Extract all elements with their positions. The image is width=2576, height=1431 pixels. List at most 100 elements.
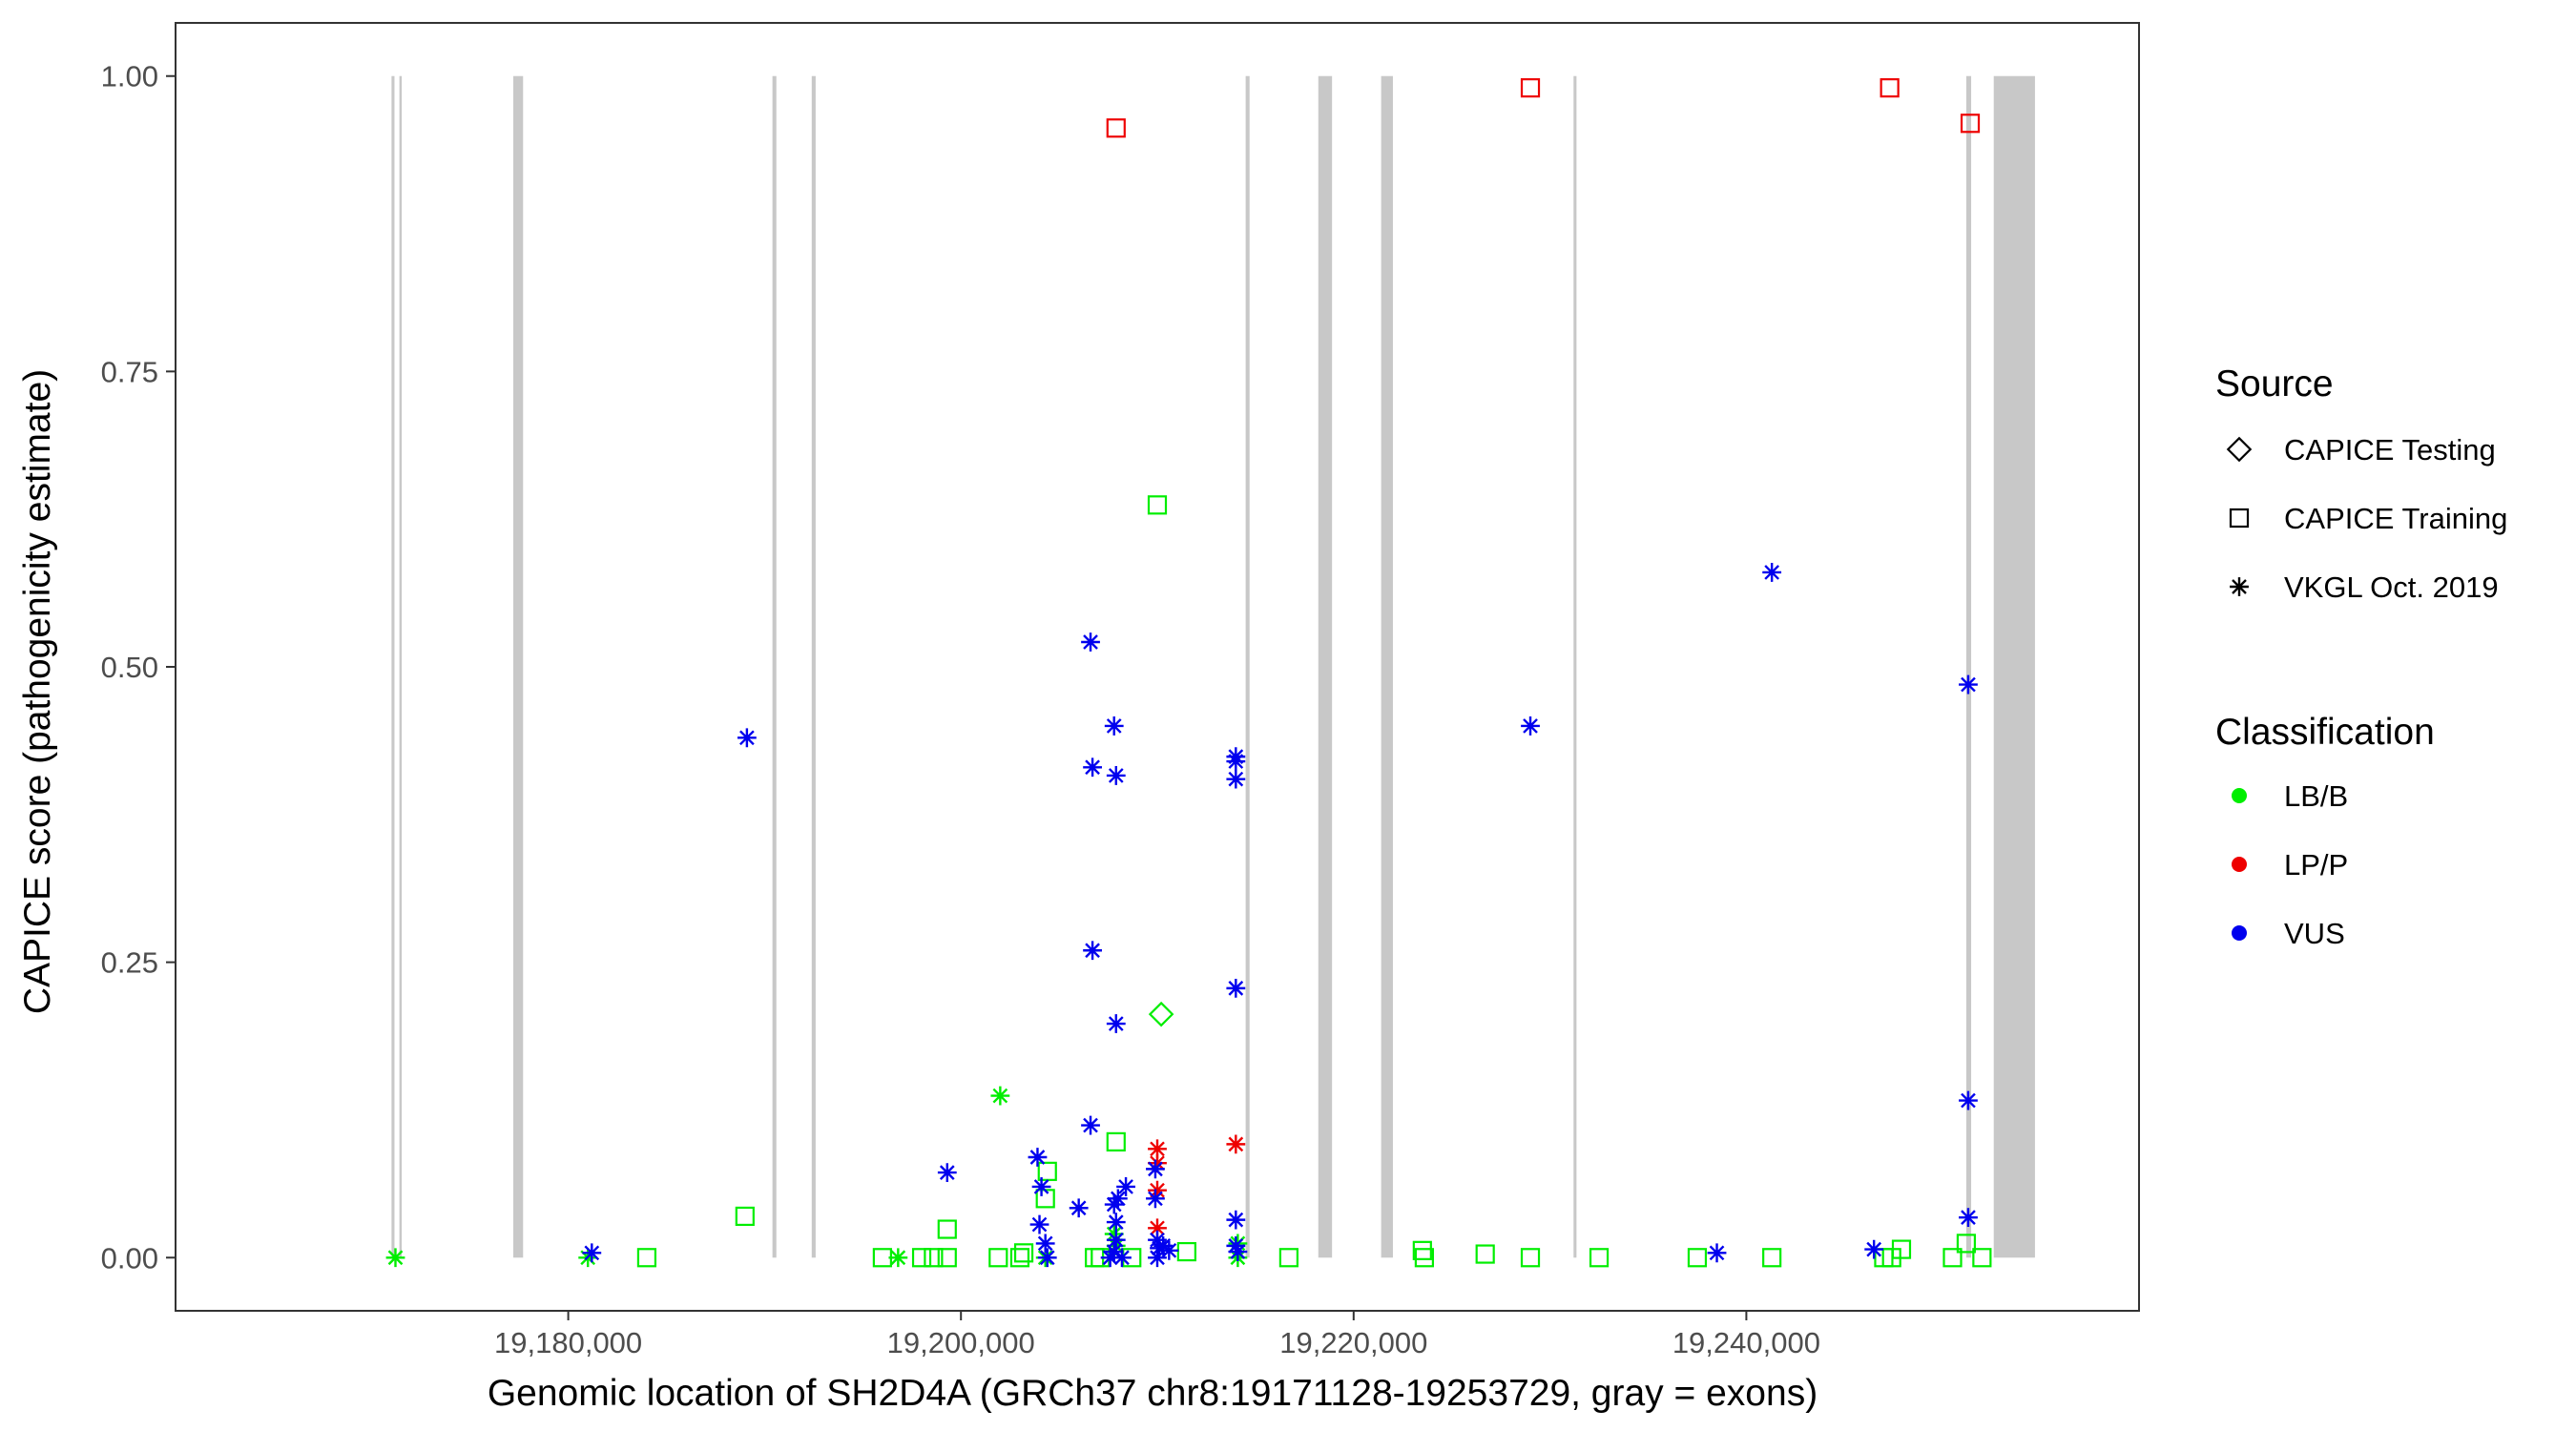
exon-band [1965, 75, 1972, 1258]
data-point [1521, 716, 1540, 736]
y-tick-label: 0.00 [101, 1241, 158, 1275]
exon-band [1245, 75, 1250, 1258]
data-point [1146, 1159, 1165, 1179]
data-point [1108, 1189, 1128, 1209]
data-point [1100, 1248, 1120, 1268]
data-point [1864, 1239, 1884, 1259]
data-point [888, 1248, 908, 1268]
data-point [1083, 941, 1102, 961]
data-point [1104, 1194, 1124, 1214]
legend-classification-title: Classification [2215, 712, 2435, 753]
data-point [1106, 766, 1126, 785]
exon-band [1318, 75, 1333, 1258]
data-point [1104, 716, 1124, 736]
data-point [988, 1248, 1008, 1268]
data-point [1104, 1224, 1124, 1244]
data-point [1029, 1214, 1049, 1234]
data-point [636, 1248, 657, 1268]
data-point [1035, 1234, 1055, 1254]
data-point [1106, 118, 1126, 138]
data-point [1226, 769, 1246, 789]
exon-band [512, 75, 524, 1258]
data-point [1228, 1242, 1248, 1261]
data-point [1226, 978, 1246, 998]
data-point [1520, 78, 1541, 98]
data-point [1106, 1014, 1126, 1033]
data-point [1687, 1248, 1708, 1268]
data-point [1035, 1189, 1055, 1209]
data-point [1226, 1134, 1246, 1154]
legend-classification-key [2232, 925, 2247, 941]
data-point [1069, 1198, 1089, 1218]
data-point [937, 1219, 957, 1239]
data-point [1226, 752, 1246, 771]
data-point [1146, 1189, 1165, 1209]
data-point [1520, 1248, 1541, 1268]
data-point [1147, 495, 1168, 515]
y-tick-label: 1.00 [101, 60, 158, 93]
data-point [1159, 1240, 1179, 1260]
data-point [1942, 1248, 1963, 1268]
legend-source-items: CAPICE Testing CAPICE Training VKGL Oct. 2… [2226, 433, 2507, 604]
data-point [737, 728, 757, 748]
data-point [1009, 1248, 1030, 1268]
y-axis-label: CAPICE score (pathogenicity estimate) [17, 369, 58, 1014]
data-point [1081, 1115, 1100, 1135]
legend-classification-label: LB/B [2284, 779, 2348, 813]
x-tick-label: 19,200,000 [887, 1326, 1035, 1359]
data-point [872, 1248, 892, 1268]
legend-classification-key [2232, 788, 2247, 803]
data-point [1116, 1177, 1135, 1196]
y-tick-label: 0.25 [101, 946, 158, 980]
y-tick-label: 0.75 [101, 355, 158, 388]
data-point [1226, 1210, 1246, 1230]
data-point [1028, 1148, 1048, 1167]
data-point [1148, 1218, 1167, 1238]
data-point [1148, 1248, 1167, 1268]
data-point [735, 1206, 755, 1227]
legend-source-key [2229, 508, 2250, 529]
data-point [1106, 1230, 1126, 1250]
data-point [1278, 1248, 1298, 1268]
data-point [1013, 1243, 1034, 1263]
legend: Source CAPICE Testing CAPICE Training VKGL… [2215, 363, 2507, 950]
data-point [1762, 1248, 1782, 1268]
data-point [1148, 1139, 1167, 1159]
data-point [1959, 1208, 1978, 1228]
x-tick-label: 19,180,000 [494, 1326, 642, 1359]
data-point [1959, 1090, 1978, 1110]
data-point [1412, 1240, 1432, 1260]
legend-classification-key [2232, 857, 2247, 872]
data-point [937, 1163, 957, 1182]
data-point [582, 1243, 602, 1263]
data-point [937, 1248, 957, 1268]
x-tick-label: 19,240,000 [1672, 1326, 1820, 1359]
data-point [911, 1248, 932, 1268]
legend-source-label: CAPICE Training [2284, 502, 2507, 535]
data-point [1960, 114, 1981, 134]
legend-source-key [2230, 577, 2249, 596]
data-point [1085, 1248, 1105, 1268]
data-point [1707, 1243, 1727, 1263]
data-point [1589, 1248, 1610, 1268]
x-tick-label: 19,220,000 [1279, 1326, 1427, 1359]
data-points [385, 78, 1992, 1268]
data-point [1880, 78, 1900, 98]
exon-band [811, 75, 816, 1258]
data-point [1762, 563, 1782, 582]
data-point [990, 1086, 1010, 1106]
data-point [1106, 1131, 1126, 1151]
data-point [1972, 1248, 1992, 1268]
exon-band [391, 75, 395, 1258]
data-point [1083, 757, 1102, 778]
data-point [1112, 1248, 1132, 1268]
legend-classification-items: LB/B LP/P VUS [2232, 779, 2348, 950]
exon-band [1993, 75, 2035, 1258]
axes: 0.00 0.25 0.50 0.75 1.00 19,180,000 19,200,000… [101, 60, 1820, 1359]
data-point [1031, 1177, 1051, 1196]
legend-source-label: VKGL Oct. 2019 [2284, 570, 2499, 604]
data-point [1081, 633, 1100, 652]
data-point [1148, 1153, 1167, 1173]
exon-band [772, 75, 777, 1258]
